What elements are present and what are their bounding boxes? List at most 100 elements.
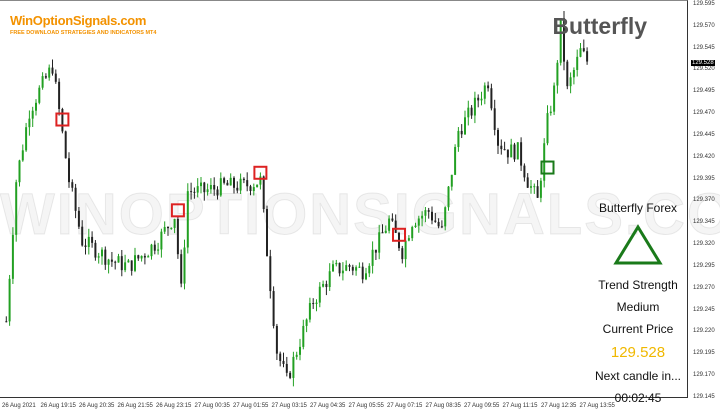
candle xyxy=(41,72,44,90)
candle-body xyxy=(193,191,196,193)
candle xyxy=(549,105,552,116)
candle xyxy=(384,225,387,234)
candle xyxy=(411,225,414,242)
candle-body xyxy=(266,209,268,257)
candle xyxy=(312,298,315,309)
candle-body xyxy=(500,145,503,150)
candle xyxy=(315,299,318,312)
candle-body xyxy=(110,259,113,262)
candle-body xyxy=(262,176,265,210)
candle-body xyxy=(279,353,282,361)
candle xyxy=(87,228,90,255)
candle xyxy=(84,238,87,255)
candle-body xyxy=(454,147,457,175)
candle-body xyxy=(457,130,460,148)
candle-body xyxy=(553,85,556,112)
candle xyxy=(173,218,176,234)
chart-area[interactable]: WINOPTIONSIGNALS.COM WinOptionSignals.co… xyxy=(0,0,720,405)
candle xyxy=(137,254,140,261)
time-tick: 27 Aug 12:35 xyxy=(541,403,577,409)
candle-body xyxy=(345,265,348,271)
candle xyxy=(216,186,219,200)
candle-body xyxy=(94,242,97,258)
candle-body xyxy=(91,236,94,243)
price-tick: 129.495 xyxy=(693,88,715,95)
candle xyxy=(58,78,61,116)
candle-body xyxy=(15,182,18,235)
candle-body xyxy=(384,230,387,233)
candle xyxy=(582,39,585,53)
candle-body xyxy=(358,266,361,268)
candle xyxy=(530,180,532,194)
candle xyxy=(576,49,579,77)
candle xyxy=(54,69,57,84)
candle-body xyxy=(5,321,8,323)
candle xyxy=(134,247,136,273)
candle-body xyxy=(31,110,34,119)
watermark: WINOPTIONSIGNALS.COM xyxy=(0,182,720,248)
candle-body xyxy=(256,184,259,188)
price-tick: 129.145 xyxy=(693,393,715,400)
candle-body xyxy=(579,48,582,57)
candle-body xyxy=(318,286,321,303)
sell-signal-marker xyxy=(253,165,268,180)
price-tick: 129.170 xyxy=(693,372,715,379)
indicator-panel: Butterfly Forex Trend Strength Medium Cu… xyxy=(588,201,688,413)
candle xyxy=(64,130,67,159)
candle xyxy=(305,318,308,333)
candle xyxy=(256,184,259,188)
price-tick: 129.370 xyxy=(693,197,715,204)
candle xyxy=(467,100,470,126)
trend-label: Trend Strength xyxy=(598,278,678,292)
candle-body xyxy=(530,186,532,188)
candle-body xyxy=(546,113,549,144)
price-axis[interactable]: 129.595 129.570 129.545 129.520 129.495 129.4… xyxy=(690,0,720,415)
candle-body xyxy=(351,266,354,271)
candle xyxy=(572,67,575,85)
candle-body xyxy=(470,107,473,116)
candle-body xyxy=(539,180,542,198)
indicator-name: Butterfly Forex xyxy=(598,201,678,215)
candle-body xyxy=(460,130,463,135)
candle-body xyxy=(355,267,358,271)
candle xyxy=(160,228,163,258)
candle xyxy=(183,239,186,290)
candle-body xyxy=(464,117,466,135)
candle xyxy=(35,99,37,116)
candle xyxy=(140,255,143,262)
candle-body xyxy=(407,238,410,241)
candle-body xyxy=(38,87,41,103)
candle-body xyxy=(490,88,493,109)
candle-body xyxy=(289,372,292,378)
candle xyxy=(252,183,255,196)
candle-body xyxy=(381,232,384,234)
price-tick: 129.545 xyxy=(693,44,715,51)
candle xyxy=(335,259,338,267)
time-axis[interactable]: 26 Aug 2021 26 Aug 19:15 26 Aug 20:35 26 Au… xyxy=(0,400,690,415)
candle-body xyxy=(269,256,272,292)
candle-body xyxy=(252,187,255,192)
candle xyxy=(341,262,344,281)
time-tick: 27 Aug 04:35 xyxy=(310,403,346,409)
price-tick: 129.270 xyxy=(693,284,715,291)
candle xyxy=(546,105,549,146)
candle-body xyxy=(216,189,219,196)
candle xyxy=(196,178,199,198)
candle xyxy=(520,137,523,171)
candle-body xyxy=(292,356,295,378)
candle xyxy=(51,59,54,76)
candle-body xyxy=(371,249,374,266)
candle-body xyxy=(74,187,77,211)
candle xyxy=(513,142,516,162)
candle xyxy=(447,186,450,211)
candle xyxy=(272,286,275,329)
candle-body xyxy=(510,144,513,158)
candle xyxy=(242,177,245,184)
candle-body xyxy=(275,325,278,354)
candle xyxy=(381,224,384,234)
price-tick: 129.345 xyxy=(693,219,715,226)
candle xyxy=(266,205,268,257)
candle xyxy=(28,110,31,136)
current-price-tag: 129.528 xyxy=(691,59,715,66)
